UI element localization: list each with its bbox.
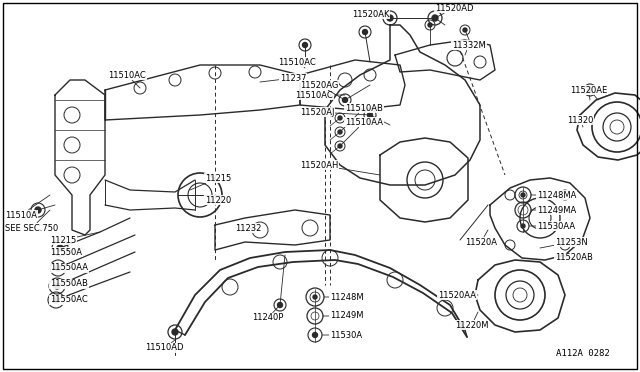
Text: 11520A: 11520A <box>465 230 497 247</box>
Text: SEE SEC.750: SEE SEC.750 <box>5 210 58 232</box>
Circle shape <box>278 302 282 308</box>
Text: 11550A: 11550A <box>50 247 82 257</box>
Text: 11520AE: 11520AE <box>570 86 607 100</box>
Text: 11248M: 11248M <box>324 292 364 301</box>
Text: 11510AC: 11510AC <box>108 71 146 88</box>
Circle shape <box>362 29 367 35</box>
Text: 11520AA: 11520AA <box>438 291 478 299</box>
Circle shape <box>54 283 60 289</box>
Text: 11510AB: 11510AB <box>340 103 383 132</box>
Text: 11520AJ: 11520AJ <box>300 108 370 116</box>
Text: 11332M: 11332M <box>452 41 486 55</box>
Text: 11510AC: 11510AC <box>278 58 316 68</box>
Text: 11520AD: 11520AD <box>435 3 474 18</box>
Circle shape <box>172 329 178 335</box>
Text: 11550AB: 11550AB <box>50 279 88 289</box>
Circle shape <box>313 295 317 299</box>
Circle shape <box>463 28 467 32</box>
Text: 11220M: 11220M <box>455 312 488 330</box>
Circle shape <box>312 333 317 337</box>
Circle shape <box>35 207 41 213</box>
Circle shape <box>338 130 342 134</box>
Text: 11520AB: 11520AB <box>555 253 593 263</box>
Text: 11240P: 11240P <box>252 305 284 323</box>
Text: 11530AA: 11530AA <box>529 221 575 231</box>
Text: A112A 0282: A112A 0282 <box>556 349 610 358</box>
Circle shape <box>387 15 393 21</box>
Circle shape <box>521 224 525 228</box>
Circle shape <box>57 245 63 251</box>
Text: 11220: 11220 <box>205 195 231 205</box>
Text: 11215: 11215 <box>50 232 100 244</box>
Text: 11520AH: 11520AH <box>300 160 380 175</box>
Text: 11510AD: 11510AD <box>145 340 184 353</box>
Text: 11520AK: 11520AK <box>352 10 390 19</box>
Text: 11237: 11237 <box>260 74 307 83</box>
Text: 11510AC: 11510AC <box>295 90 345 99</box>
Circle shape <box>428 23 432 27</box>
Circle shape <box>303 42 307 48</box>
Text: 11232: 11232 <box>235 224 261 232</box>
Text: 11510A: 11510A <box>5 195 50 219</box>
Text: 11320: 11320 <box>567 115 593 127</box>
Circle shape <box>521 193 525 197</box>
Text: 11215: 11215 <box>190 173 231 190</box>
Text: 11520AG: 11520AG <box>300 80 345 100</box>
Circle shape <box>588 87 593 93</box>
Text: 11249MA: 11249MA <box>531 205 576 215</box>
Text: 11253N: 11253N <box>540 237 588 248</box>
Text: 11530A: 11530A <box>322 330 362 340</box>
Text: 11550AC: 11550AC <box>50 295 88 305</box>
Circle shape <box>338 144 342 148</box>
Text: 11550AA: 11550AA <box>50 263 88 273</box>
Text: 11510AA: 11510AA <box>340 118 383 146</box>
Circle shape <box>55 265 61 271</box>
Circle shape <box>342 97 348 103</box>
Circle shape <box>367 112 372 118</box>
Circle shape <box>432 15 438 21</box>
Circle shape <box>338 116 342 120</box>
Circle shape <box>53 297 59 303</box>
Text: 11249M: 11249M <box>323 311 364 321</box>
Text: 11248MA: 11248MA <box>531 190 577 199</box>
